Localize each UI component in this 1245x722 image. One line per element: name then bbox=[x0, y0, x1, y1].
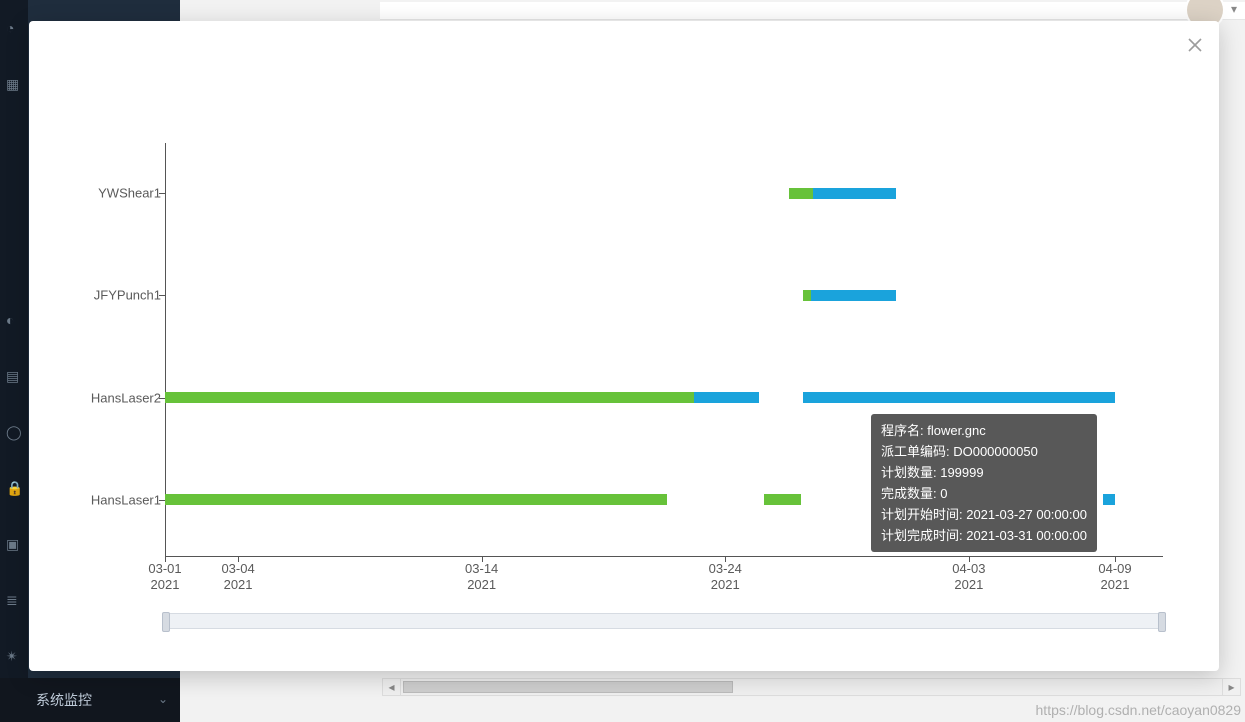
y-tick bbox=[159, 295, 165, 296]
gantt-bar[interactable] bbox=[803, 392, 1115, 403]
background-hscrollbar[interactable]: ◂ ▸ bbox=[382, 678, 1241, 696]
gantt-bar[interactable] bbox=[165, 494, 667, 505]
gantt-bar[interactable] bbox=[813, 188, 896, 199]
chart-modal: YWShear1 JFYPunch1 HansLaser2 HansLaser1 03-… bbox=[29, 21, 1219, 671]
close-icon bbox=[1185, 35, 1205, 55]
gantt-bar[interactable] bbox=[165, 392, 694, 403]
scroll-right-icon[interactable]: ▸ bbox=[1222, 679, 1240, 695]
sidebar-icon-rail: ◔ ▦ ◐ ▤ ◯ 🔒 ▣ ≣ ✴ bbox=[0, 0, 28, 722]
y-axis-label: HansLaser1 bbox=[81, 492, 161, 507]
x-axis-label: 04-09 2021 bbox=[1098, 561, 1131, 592]
gantt-bar[interactable] bbox=[1103, 494, 1115, 505]
scroll-thumb[interactable] bbox=[403, 681, 733, 693]
y-tick bbox=[159, 398, 165, 399]
background-header-strip bbox=[380, 2, 1245, 20]
y-tick bbox=[159, 193, 165, 194]
lock-icon[interactable]: 🔒 bbox=[0, 460, 28, 516]
grid-icon[interactable]: ▦ bbox=[0, 56, 28, 112]
sidebar-item-label: 系统监控 bbox=[36, 690, 92, 710]
x-axis-label: 03-04 2021 bbox=[221, 561, 254, 592]
y-axis-label: HansLaser2 bbox=[81, 390, 161, 405]
y-axis-label: YWShear1 bbox=[81, 186, 161, 201]
gantt-bar[interactable] bbox=[694, 392, 760, 403]
range-handle-left[interactable] bbox=[162, 612, 170, 632]
dashboard-icon[interactable]: ◔ bbox=[0, 0, 28, 56]
list-icon[interactable]: ≣ bbox=[0, 572, 28, 628]
x-axis-label: 04-03 2021 bbox=[952, 561, 985, 592]
y-tick bbox=[159, 500, 165, 501]
chevron-down-icon: ⌄ bbox=[158, 692, 168, 706]
close-button[interactable] bbox=[1185, 35, 1205, 55]
x-axis-label: 03-01 2021 bbox=[148, 561, 181, 592]
gantt-bar[interactable] bbox=[764, 494, 801, 505]
chip-icon[interactable]: ▣ bbox=[0, 516, 28, 572]
scroll-left-icon[interactable]: ◂ bbox=[383, 679, 401, 695]
watermark: https://blog.csdn.net/caoyan0829 bbox=[1036, 702, 1241, 718]
y-axis-label: JFYPunch1 bbox=[81, 288, 161, 303]
x-axis bbox=[165, 556, 1163, 557]
gantt-bar[interactable] bbox=[789, 188, 813, 199]
gantt-bar[interactable] bbox=[811, 290, 896, 301]
page-icon[interactable]: ▤ bbox=[0, 348, 28, 404]
range-slider[interactable] bbox=[165, 613, 1163, 629]
x-axis-label: 03-24 2021 bbox=[709, 561, 742, 592]
range-handle-right[interactable] bbox=[1158, 612, 1166, 632]
tooltip: 程序名: flower.gnc派工单编码: DO000000050计划数量: 1… bbox=[871, 414, 1097, 552]
sidebar-item-system-monitor[interactable]: 系统监控 ⌄ bbox=[0, 678, 180, 722]
gantt-bar[interactable] bbox=[803, 290, 810, 301]
gear-icon[interactable]: ✴ bbox=[0, 628, 28, 684]
ring-icon[interactable]: ◯ bbox=[0, 404, 28, 460]
gauge-icon[interactable]: ◐ bbox=[0, 292, 28, 348]
x-axis-label: 03-14 2021 bbox=[465, 561, 498, 592]
